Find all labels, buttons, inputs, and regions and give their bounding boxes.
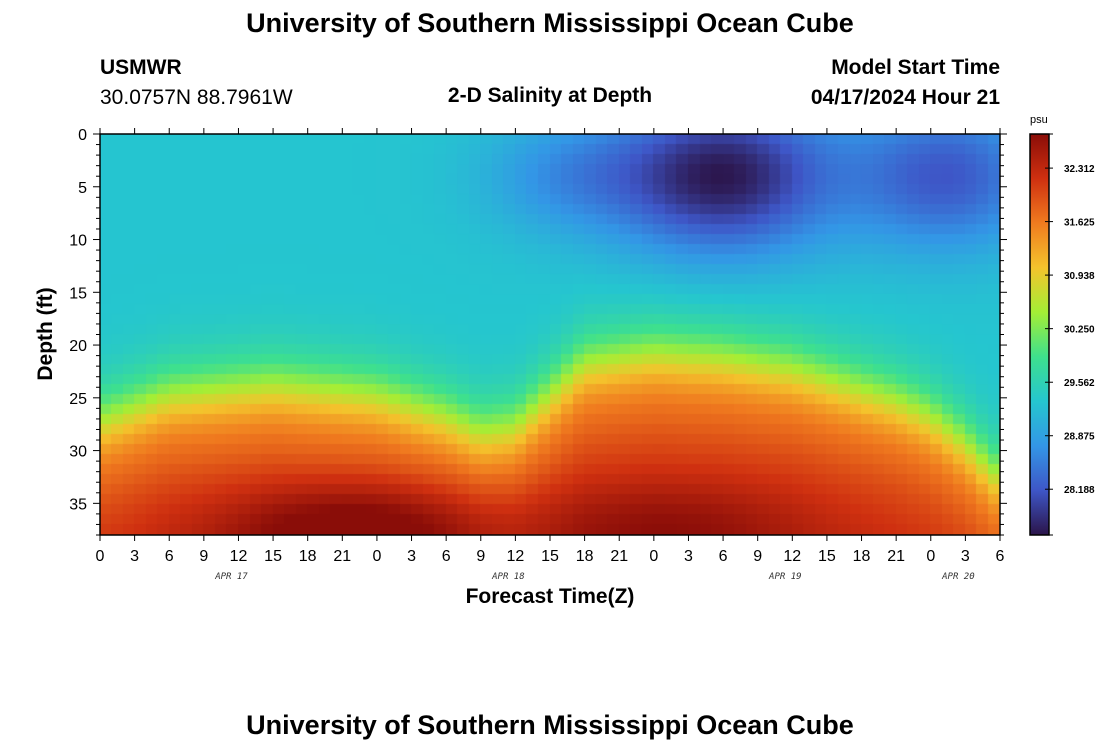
- model-start-label: Model Start Time: [831, 56, 1000, 79]
- plot-frame: [99, 133, 1001, 536]
- x-tick-label: 21: [610, 548, 628, 565]
- x-tick-label: 6: [719, 548, 728, 565]
- y-tick-label: 10: [69, 233, 87, 250]
- colorbar-unit: psu: [1030, 114, 1048, 126]
- x-tick-label: 18: [299, 548, 317, 565]
- colorbar-tick-label: 30.250: [1064, 325, 1095, 336]
- x-tick-label: 3: [407, 548, 416, 565]
- y-tick-label: 30: [69, 444, 87, 461]
- colorbar-tick-label: 29.562: [1064, 378, 1095, 389]
- date-label: APR 17: [214, 572, 248, 582]
- x-tick-label: 21: [887, 548, 905, 565]
- y-axis-title: Depth (ft): [34, 287, 57, 381]
- x-tick-label: 6: [996, 548, 1005, 565]
- x-tick-label: 12: [506, 548, 524, 565]
- x-tick-label: 18: [853, 548, 871, 565]
- x-tick-label: 15: [264, 548, 282, 565]
- y-tick-label: 15: [69, 285, 87, 302]
- model-start-value: 04/17/2024 Hour 21: [810, 86, 1000, 109]
- date-label: APR 19: [768, 572, 802, 582]
- page-title: University of Southern Mississippi Ocean…: [246, 8, 854, 38]
- x-tick-label: 6: [165, 548, 174, 565]
- x-tick-label: 0: [926, 548, 935, 565]
- x-tick-label: 15: [541, 548, 559, 565]
- x-tick-label: 9: [753, 548, 762, 565]
- x-tick-label: 0: [96, 548, 105, 565]
- colorbar-tick-label: 31.625: [1064, 218, 1095, 229]
- y-tick-label: 0: [78, 127, 87, 144]
- x-tick-label: 3: [684, 548, 693, 565]
- x-tick-label: 0: [649, 548, 658, 565]
- colorbar: [1029, 133, 1050, 536]
- x-tick-label: 18: [576, 548, 594, 565]
- y-tick-label: 25: [69, 391, 87, 408]
- x-axis-title: Forecast Time(Z): [465, 585, 635, 608]
- colorbar-tick-label: 28.188: [1064, 485, 1095, 496]
- colorbar-tick-label: 28.875: [1064, 432, 1095, 443]
- x-tick-label: 12: [783, 548, 801, 565]
- x-tick-label: 9: [199, 548, 208, 565]
- x-tick-label: 21: [333, 548, 351, 565]
- x-tick-label: 3: [961, 548, 970, 565]
- x-tick-label: 15: [818, 548, 836, 565]
- x-tick-label: 3: [130, 548, 139, 565]
- x-tick-label: 0: [372, 548, 381, 565]
- station-coordinates: 30.0757N 88.7961W: [100, 86, 293, 109]
- page-title-bottom: University of Southern Mississippi Ocean…: [246, 710, 854, 740]
- y-tick-label: 20: [69, 338, 87, 355]
- station-name: USMWR: [100, 56, 182, 79]
- salinity-heatmap: [100, 134, 1000, 535]
- colorbar-tick-label: 32.312: [1064, 164, 1095, 175]
- y-tick-label: 5: [78, 180, 87, 197]
- x-tick-label: 12: [230, 548, 248, 565]
- x-tick-label: 9: [476, 548, 485, 565]
- y-tick-label: 35: [69, 496, 87, 513]
- plot-title: 2-D Salinity at Depth: [447, 84, 653, 107]
- date-label: APR 18: [491, 572, 525, 582]
- date-label: APR 20: [941, 572, 975, 582]
- x-tick-label: 6: [442, 548, 451, 565]
- colorbar-tick-label: 30.938: [1064, 271, 1095, 282]
